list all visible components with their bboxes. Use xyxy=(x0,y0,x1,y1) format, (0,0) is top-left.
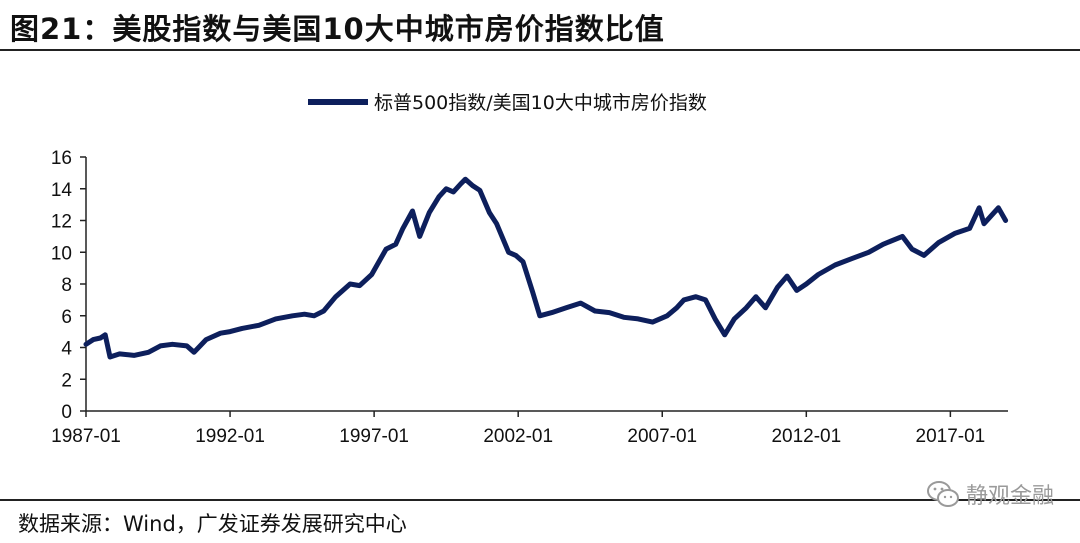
series-layer xyxy=(83,176,1009,360)
top-rule xyxy=(0,49,1080,51)
y-tick-label: 0 xyxy=(61,402,72,423)
y-tick-label: 8 xyxy=(61,275,72,296)
y-tick-label: 4 xyxy=(61,339,72,360)
watermark-text: 静观金融 xyxy=(965,484,1054,509)
wechat-icon xyxy=(926,481,959,507)
x-tick-label: 1987-01 xyxy=(51,426,121,447)
y-tick-label: 10 xyxy=(51,243,72,264)
x-tick-label: 2012-01 xyxy=(771,426,841,447)
y-tick-label: 6 xyxy=(61,307,72,328)
x-axis: 1987-01 1992-01 1997-01 2002-01 2007-01 2012-… xyxy=(51,410,1008,447)
line-chart: 标普500指数/美国10大中城市房价指数 0 2 4 6 8 10 12 14 16 1987-… xyxy=(51,92,1009,447)
x-tick-label: 2007-01 xyxy=(627,426,697,447)
watermark: 静观金融 xyxy=(926,478,1054,510)
legend-label: 标普500指数/美国10大中城市房价指数 xyxy=(374,92,707,114)
y-tick-label: 16 xyxy=(51,148,72,169)
x-tick-label: 1997-01 xyxy=(339,426,409,447)
series-line-0 xyxy=(83,176,1009,360)
x-tick-label: 2017-01 xyxy=(916,426,986,447)
x-tick-label: 1992-01 xyxy=(195,426,265,447)
bottom-rule xyxy=(0,499,1080,501)
y-tick-label: 14 xyxy=(51,180,73,201)
figure-title: 图21：美股指数与美国10大中城市房价指数比值 xyxy=(10,12,665,46)
y-axis: 0 2 4 6 8 10 12 14 16 xyxy=(51,148,87,423)
source-note: 数据来源：Wind，广发证券发展研究中心 xyxy=(18,512,407,536)
y-tick-label: 2 xyxy=(61,370,72,391)
y-tick-label: 12 xyxy=(51,212,72,233)
x-tick-label: 2002-01 xyxy=(483,426,553,447)
legend: 标普500指数/美国10大中城市房价指数 xyxy=(308,92,707,114)
